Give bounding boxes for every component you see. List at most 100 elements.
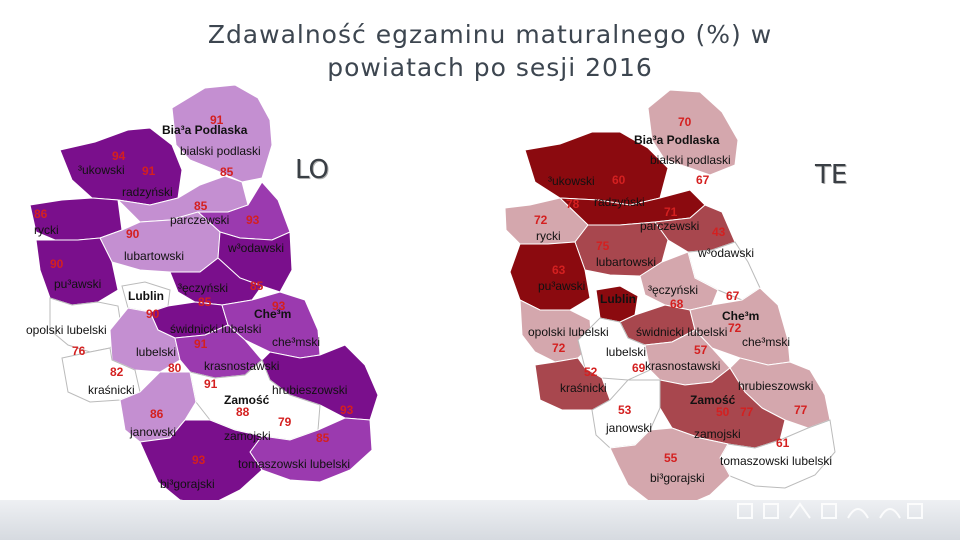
lo-district-name: Che³m <box>254 307 291 321</box>
lo-region-lukowski <box>59 127 183 206</box>
te-district-value: 78 <box>566 197 580 211</box>
te-district-name: w³odawski <box>697 246 754 260</box>
te-district-name: Zamość <box>690 393 736 407</box>
lo-district-value: 80 <box>168 361 182 375</box>
te-district-value: 70 <box>678 115 692 129</box>
te-region-krasnicki <box>534 357 611 411</box>
lo-district-value: 85 <box>250 279 264 293</box>
lo-district-name: lubartowski <box>124 249 184 263</box>
lo-district-name: świdnicki lubelski <box>170 322 261 336</box>
lo-district-value: 85 <box>194 199 208 213</box>
te-district-name: Bia³a Podlaska <box>634 133 720 147</box>
te-region-lubartowski <box>574 221 669 277</box>
lo-district-value: 86 <box>150 407 164 421</box>
lo-district-name: ³ukowski <box>78 163 125 177</box>
te-district-value: 72 <box>552 341 566 355</box>
te-district-name: rycki <box>536 229 561 243</box>
lo-district-value: 93 <box>192 453 206 467</box>
te-district-value: 77 <box>740 405 754 419</box>
lo-district-names: Bia³a Podlaska bialski podlaski ³ukowski ra… <box>26 123 350 491</box>
te-district-value: 50 <box>716 405 730 419</box>
lo-district-name: tomaszowski lubelski <box>238 457 350 471</box>
te-district-name: zamojski <box>694 427 741 441</box>
lo-district-value: 88 <box>236 405 250 419</box>
te-district-name: pu³awski <box>538 279 585 293</box>
lo-district-name: pu³awski <box>54 277 101 291</box>
te-district-name: janowski <box>605 421 652 435</box>
te-district-value: 60 <box>612 173 626 187</box>
lo-district-value: 82 <box>110 365 124 379</box>
te-district-name: lubartowski <box>596 255 656 269</box>
te-region-lukowski <box>524 131 669 206</box>
lo-region-biala-podlaska <box>171 84 273 183</box>
lo-district-value: 91 <box>204 377 218 391</box>
lo-district-name: rycki <box>34 223 59 237</box>
lo-district-value: 85 <box>220 165 234 179</box>
lo-region-krasnicki <box>61 347 141 403</box>
slide-title: Zdawalność egzaminu maturalnego (%) w po… <box>207 20 773 82</box>
lo-district-name: krasnostawski <box>204 359 279 373</box>
te-district-value: 77 <box>794 403 808 417</box>
te-district-values: 70 60 67 78 72 71 43 75 63 67 68 72 72 57 52 69 53 50 77 77… <box>534 115 808 465</box>
lo-district-value: 90 <box>146 307 160 321</box>
lo-region-bilgorajski <box>139 419 263 506</box>
lo-district-name: zamojski <box>224 429 271 443</box>
lo-district-name: Bia³a Podlaska <box>162 123 248 137</box>
lo-map <box>29 84 379 506</box>
lo-district-name: opolski lubelski <box>26 323 107 337</box>
lo-district-value: 85 <box>316 431 330 445</box>
lo-district-value: 91 <box>194 337 208 351</box>
te-label: TE <box>815 160 848 190</box>
lo-district-name: Zamość <box>224 393 270 407</box>
te-district-name: krasnostawski <box>645 359 720 373</box>
te-district-name: parczewski <box>640 219 699 233</box>
lo-region-pulawski <box>35 237 119 306</box>
te-district-name: Che³m <box>722 309 759 323</box>
lo-district-name: janowski <box>129 425 176 439</box>
lo-district-name: w³odawski <box>227 241 284 255</box>
lo-district-name: che³mski <box>272 335 320 349</box>
footer-logo-icon <box>737 502 923 519</box>
te-district-value: 72 <box>728 321 742 335</box>
lo-district-value: 94 <box>112 149 126 163</box>
te-district-value: 72 <box>534 213 548 227</box>
lo-district-value: 76 <box>72 344 86 358</box>
te-district-name: che³mski <box>742 335 790 349</box>
te-district-name: bi³gorajski <box>650 471 705 485</box>
te-district-value: 43 <box>712 225 726 239</box>
te-region-janowski <box>591 379 661 449</box>
te-district-value: 75 <box>596 239 610 253</box>
te-district-value: 52 <box>584 365 598 379</box>
te-district-value: 68 <box>670 297 684 311</box>
lo-district-value: 85 <box>198 295 212 309</box>
lo-district-value: 91 <box>210 113 224 127</box>
te-district-name: tomaszowski lubelski <box>720 454 832 468</box>
te-district-name: ³ęczyński <box>648 283 698 297</box>
te-district-names: Bia³a Podlaska bialski podlaski ³ukowski ra… <box>528 133 832 485</box>
lo-district-values: 91 94 91 85 86 85 93 90 90 85 85 93 90 76 91 82 80 91 86 88… <box>34 113 354 467</box>
lo-district-name: bialski podlaski <box>180 144 261 158</box>
lo-district-name: bi³gorajski <box>160 477 215 491</box>
te-district-value: 55 <box>664 451 678 465</box>
te-district-value: 67 <box>726 289 740 303</box>
te-region-pulawski <box>509 241 591 311</box>
lo-district-value: 93 <box>272 299 286 313</box>
te-map <box>504 89 836 509</box>
te-district-name: Lublin <box>600 292 636 306</box>
te-region-leczynski <box>639 251 719 311</box>
te-district-name: kraśnicki <box>560 381 607 395</box>
lo-district-name: hrubieszowski <box>272 383 347 397</box>
te-district-value: 63 <box>552 263 566 277</box>
lo-district-value: 79 <box>278 415 292 429</box>
te-district-value: 61 <box>776 436 790 450</box>
te-district-value: 71 <box>664 205 678 219</box>
te-district-name: ³ukowski <box>548 174 595 188</box>
te-district-value: 69 <box>632 361 646 375</box>
lo-district-name: lubelski <box>136 345 176 359</box>
te-district-value: 57 <box>694 343 708 357</box>
te-district-value: 67 <box>696 173 710 187</box>
lo-district-name: ³ęczyński <box>178 281 228 295</box>
lo-district-value: 91 <box>142 164 156 178</box>
lo-label: LO <box>295 155 330 185</box>
